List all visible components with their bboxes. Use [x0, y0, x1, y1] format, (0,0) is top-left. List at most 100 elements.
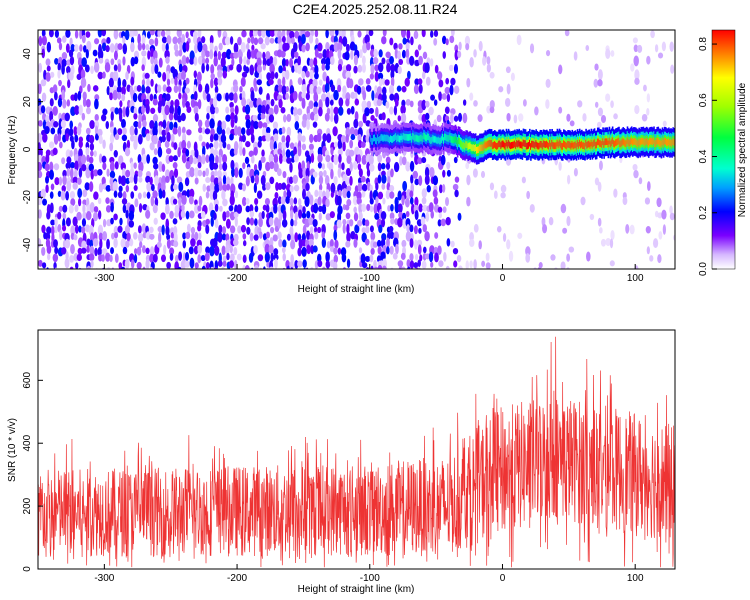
spectrogram-cell — [294, 120, 300, 131]
spectrogram-cell — [98, 254, 103, 262]
spectrogram-cell — [400, 30, 407, 38]
spectrogram-cell — [265, 132, 271, 142]
spectrogram-cell — [249, 232, 254, 242]
signal-track-cell — [622, 138, 625, 145]
signal-track-cell — [663, 137, 666, 145]
spectrogram-cell — [281, 142, 287, 150]
spectrogram-cell — [286, 157, 292, 164]
spectrogram-cell — [306, 112, 312, 120]
signal-track-cell — [439, 137, 442, 145]
spectrogram-cell — [185, 77, 190, 85]
spectrogram-cell — [353, 54, 359, 66]
spectrogram-cell — [305, 182, 310, 192]
spectrogram-cell — [137, 192, 142, 200]
spectrogram-cell — [165, 169, 170, 179]
signal-track-cell — [467, 143, 470, 150]
spectrogram-cell — [174, 211, 179, 218]
signal-track-cell — [387, 135, 390, 143]
spectrogram-cell — [278, 210, 283, 222]
spectrogram-cell — [485, 252, 490, 262]
spectrogram-cell — [45, 184, 49, 194]
spectrogram-cell — [154, 83, 159, 94]
signal-track-cell — [434, 135, 437, 143]
spectrogram-cell — [397, 50, 402, 60]
spectrogram-cell — [78, 167, 83, 178]
spectrogram-cell — [97, 49, 104, 60]
spectrogram-cell — [280, 106, 286, 114]
spectrogram-cell — [317, 42, 323, 52]
signal-track-cell — [510, 141, 513, 149]
signal-track-cell — [456, 139, 459, 147]
spectrogram-cell — [634, 104, 640, 115]
spectrogram-cell — [114, 133, 120, 141]
spectrogram-cell — [486, 56, 491, 65]
spectrogram-cell — [66, 180, 72, 192]
spectrogram-cell — [175, 268, 178, 269]
spectrogram-cell — [457, 212, 462, 221]
spectrogram-cell — [361, 63, 366, 73]
signal-track-cell — [554, 142, 557, 150]
spectrogram-cell — [225, 244, 230, 255]
spectrogram-cell — [330, 182, 336, 194]
spectrogram-cell — [362, 218, 366, 226]
spectrogram-cell — [469, 92, 474, 101]
signal-track-cell — [523, 140, 526, 147]
spectrogram-cell — [242, 254, 247, 263]
spectrogram-cell — [186, 223, 191, 233]
spectrogram-cell — [254, 174, 259, 185]
spectrogram-cell — [345, 176, 350, 186]
signal-track-cell — [642, 137, 645, 145]
spectrogram-cell — [330, 168, 334, 180]
spectrogram-cell — [585, 44, 590, 52]
spectrogram-cell — [117, 63, 122, 73]
signal-track-cell — [546, 140, 548, 148]
spectrogram-cell — [600, 114, 607, 124]
spectrogram-cell — [102, 218, 107, 228]
signal-track-cell — [521, 142, 524, 149]
spectrogram-cell — [204, 119, 210, 128]
spectrogram-cell — [117, 59, 122, 66]
spectrogram-cell — [558, 64, 563, 75]
spectrogram-cell — [66, 156, 72, 164]
spectrogram-cell — [196, 71, 202, 83]
spectrogram-cell — [428, 202, 434, 213]
spectrogram-cell — [377, 264, 383, 269]
spectrogram-cell — [38, 120, 43, 127]
spectrogram-cell — [285, 140, 290, 149]
spectrogram-cell — [113, 64, 118, 72]
spectrogram-cell — [214, 106, 219, 114]
spectrogram-cell — [221, 233, 227, 241]
spectrogram-cell — [449, 35, 455, 44]
spectrogram-cell — [314, 30, 319, 38]
spectrogram-cell — [337, 167, 342, 178]
spectrogram-cell — [262, 51, 266, 60]
spectrogram-cell — [405, 210, 410, 218]
signal-track-cell — [607, 140, 610, 148]
spectrogram-cell — [101, 30, 107, 37]
spectrogram-cell — [198, 232, 202, 240]
signal-track-cell — [644, 138, 647, 146]
spectrogram-cell — [289, 142, 295, 150]
spectrogram-cell — [382, 30, 387, 37]
spectrogram-cell — [345, 212, 351, 220]
spectrogram-cell — [293, 219, 298, 227]
signal-track-cell — [635, 138, 637, 146]
signal-track-cell — [440, 136, 443, 143]
spectrogram-cell — [222, 70, 228, 79]
signal-track-cell — [535, 140, 537, 147]
spectrogram-cell — [130, 161, 134, 170]
spectrogram-cell — [500, 184, 507, 193]
spectrogram-cell — [257, 254, 264, 262]
spectrogram-cell — [465, 43, 470, 51]
spectrogram-cell — [274, 192, 279, 199]
spectrogram-cell — [442, 51, 447, 59]
spectrogram-cell — [282, 171, 287, 179]
spectrogram-cell — [49, 98, 54, 107]
signal-track-cell — [539, 140, 542, 148]
spectrogram-cell — [304, 30, 311, 38]
spectrogram-cell — [102, 162, 107, 171]
signal-track-cell — [372, 134, 375, 142]
spectrogram-cell — [214, 203, 219, 212]
spectrogram-cell — [150, 63, 155, 75]
spectrogram-cell — [141, 50, 147, 57]
